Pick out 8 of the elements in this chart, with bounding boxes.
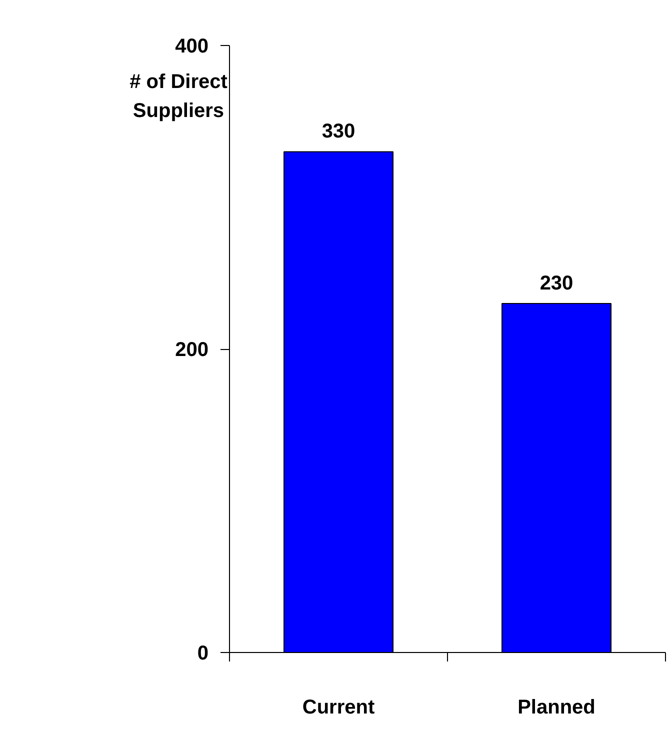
x-tick-label: Planned: [518, 696, 596, 718]
x-tick-label: Current: [302, 696, 375, 718]
data-label: 330: [322, 120, 356, 143]
y-tick-label: 200: [175, 339, 209, 361]
y-axis-title: # of Direct Suppliers: [130, 71, 228, 122]
y-tick-label: 400: [175, 36, 209, 58]
data-label: 230: [540, 272, 574, 294]
y-tick-label: 0: [197, 642, 208, 664]
